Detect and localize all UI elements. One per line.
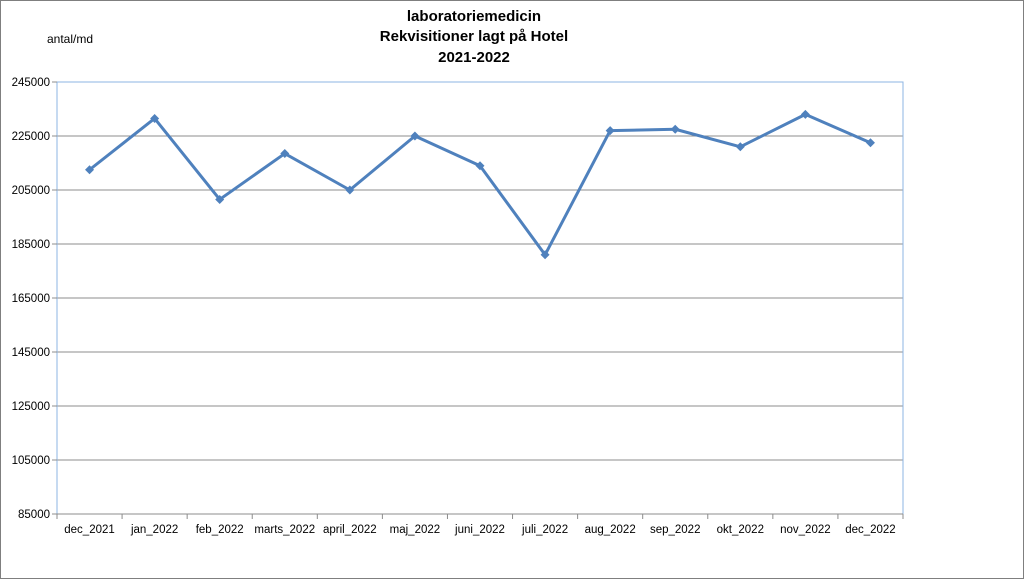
chart-title-line-1: laboratoriemedicin bbox=[407, 8, 541, 25]
y-tick-label: 205000 bbox=[12, 185, 50, 197]
x-tick-label: april_2022 bbox=[323, 524, 377, 536]
data-point-marker bbox=[345, 185, 355, 195]
x-tick-label: dec_2022 bbox=[845, 524, 896, 536]
data-point-marker bbox=[670, 124, 680, 134]
x-tick-label: jan_2022 bbox=[130, 524, 178, 536]
x-tick-label: juni_2022 bbox=[454, 524, 505, 536]
data-point-marker bbox=[865, 138, 875, 148]
y-axis: 85000 105000 125000 145000 165000 185000 20500… bbox=[12, 77, 57, 521]
data-point-marker bbox=[150, 113, 160, 123]
y-tick-label: 225000 bbox=[12, 131, 50, 143]
y-axis-unit-label: antal/md bbox=[47, 32, 93, 46]
y-tick-label: 105000 bbox=[12, 455, 50, 467]
x-tick-label: nov_2022 bbox=[780, 524, 831, 536]
x-tick-label: okt_2022 bbox=[717, 524, 764, 536]
gridlines bbox=[57, 81, 903, 461]
data-point-marker bbox=[540, 250, 550, 260]
data-point-marker bbox=[735, 142, 745, 152]
data-point-marker bbox=[605, 126, 615, 136]
chart-title-line-3: 2021-2022 bbox=[438, 49, 510, 66]
data-point-marker bbox=[475, 161, 485, 171]
x-tick-label: sep_2022 bbox=[650, 524, 701, 536]
y-tick-label: 185000 bbox=[12, 239, 50, 251]
y-tick-label: 85000 bbox=[18, 509, 50, 521]
data-point-marker bbox=[410, 131, 420, 141]
x-axis: dec_2021 jan_2022 feb_2022 marts_2022 april_… bbox=[56, 513, 904, 536]
data-point-marker bbox=[85, 165, 95, 175]
series-line bbox=[88, 112, 872, 257]
y-tick-label: 245000 bbox=[12, 77, 50, 89]
y-tick-label: 145000 bbox=[12, 347, 50, 359]
chart-title-group: laboratoriemedicin Rekvisitioner lagt på… bbox=[380, 8, 568, 66]
x-tick-label: dec_2021 bbox=[64, 524, 115, 536]
x-tick-label: aug_2022 bbox=[585, 524, 636, 536]
x-tick-label: maj_2022 bbox=[390, 524, 441, 536]
y-tick-label: 125000 bbox=[12, 401, 50, 413]
data-point-marker bbox=[280, 149, 290, 159]
x-tick-label: marts_2022 bbox=[254, 524, 315, 536]
x-tick-label: juli_2022 bbox=[521, 524, 568, 536]
x-tick-label: feb_2022 bbox=[196, 524, 244, 536]
data-point-marker bbox=[800, 109, 810, 119]
data-point-marker bbox=[215, 194, 225, 204]
y-tick-label: 165000 bbox=[12, 293, 50, 305]
series-group bbox=[85, 109, 875, 260]
chart-title-line-2: Rekvisitioner lagt på Hotel bbox=[380, 28, 568, 45]
